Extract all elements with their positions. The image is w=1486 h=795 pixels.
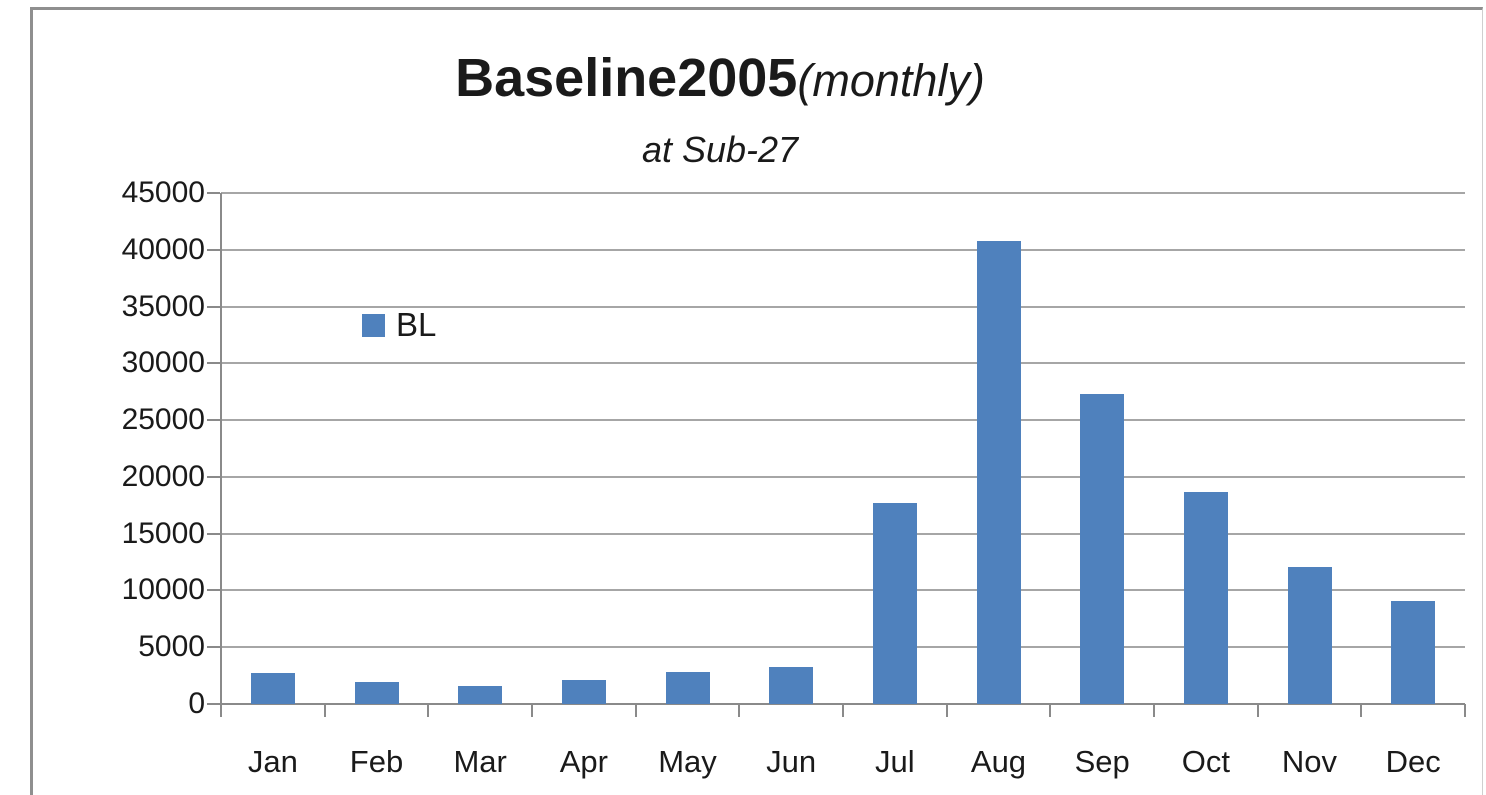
y-axis-line: [220, 193, 222, 717]
x-axis-tick: [427, 704, 430, 717]
y-axis-tick: [207, 362, 220, 365]
y-axis-tick: [207, 419, 220, 422]
y-axis-label: 40000: [121, 232, 205, 266]
bar-mar: [458, 685, 503, 704]
x-axis-label-aug: Aug: [970, 744, 1027, 779]
legend-series-label: BL: [396, 306, 437, 343]
x-axis-tick: [1464, 704, 1466, 717]
y-axis-tick: [207, 475, 220, 478]
y-axis-tick: [207, 646, 220, 649]
bar-sep: [1080, 393, 1125, 704]
x-axis-tick: [634, 704, 637, 717]
bar-oct: [1183, 491, 1228, 704]
x-axis-label-oct: Oct: [1181, 744, 1230, 779]
bar-jun: [769, 666, 814, 704]
chart-subtitle: at Sub-27: [641, 129, 799, 170]
gridline-45000: [221, 192, 1465, 194]
gridline-20000: [221, 475, 1465, 478]
bar-apr: [561, 680, 606, 704]
y-axis-tick: [207, 532, 220, 535]
y-axis-label: 0: [188, 687, 205, 720]
legend: BL: [362, 308, 436, 342]
x-axis-label-jan: Jan: [247, 744, 298, 779]
bar-jul: [872, 503, 917, 704]
x-axis-tick: [1153, 704, 1155, 717]
bar-may: [665, 672, 710, 704]
y-axis-tick: [207, 305, 220, 308]
x-axis-label-feb: Feb: [349, 744, 404, 779]
y-axis-label: 5000: [138, 630, 205, 664]
x-axis-label-dec: Dec: [1385, 744, 1441, 779]
x-axis-tick: [220, 704, 222, 717]
x-axis-tick: [1049, 704, 1052, 717]
x-axis-tick: [1256, 704, 1259, 717]
x-axis-label-apr: Apr: [559, 744, 608, 779]
y-axis-label: 25000: [121, 403, 205, 437]
gridline-35000: [221, 305, 1465, 308]
x-axis-tick: [1360, 704, 1363, 717]
y-axis-tick: [207, 248, 220, 251]
x-axis-tick: [738, 704, 741, 717]
gridline-30000: [221, 362, 1465, 365]
gridline-5000: [221, 646, 1465, 649]
x-axis-label-mar: Mar: [453, 744, 507, 779]
chart-frame-border: [30, 7, 1483, 795]
x-axis-label-jun: Jun: [766, 744, 817, 779]
x-axis-label-nov: Nov: [1281, 744, 1338, 779]
y-axis-label: 10000: [121, 573, 205, 607]
x-axis-tick: [945, 704, 948, 717]
y-axis-label: 15000: [121, 516, 205, 550]
gridline-40000: [221, 248, 1465, 251]
x-axis-tick: [323, 704, 326, 717]
bar-jan: [250, 673, 295, 704]
x-axis-label-jul: Jul: [875, 744, 915, 779]
y-axis-label: 45000: [121, 176, 205, 209]
bar-dec: [1391, 600, 1436, 704]
gridline-25000: [221, 419, 1465, 422]
x-axis-label-sep: Sep: [1074, 744, 1130, 779]
y-axis-tick: [207, 192, 220, 194]
y-axis-label: 30000: [121, 346, 205, 380]
y-axis-tick: [207, 589, 220, 592]
bar-aug: [976, 240, 1021, 704]
chart-title: Baseline2005(monthly): [100, 46, 1340, 124]
gridline-15000: [221, 532, 1465, 535]
y-axis-label: 35000: [121, 289, 205, 323]
x-axis-tick: [531, 704, 533, 717]
chart-title-main: Baseline2005: [455, 48, 798, 108]
y-axis-tick: [207, 703, 220, 705]
chart-title-qualifier: (monthly): [797, 55, 985, 106]
gridline-10000: [221, 589, 1465, 592]
bar-nov: [1287, 566, 1332, 704]
x-axis-label-may: May: [658, 744, 717, 779]
x-axis-tick: [842, 704, 844, 717]
y-axis-label: 20000: [121, 459, 205, 493]
bar-feb: [354, 682, 399, 704]
legend-swatch-icon: [362, 313, 385, 337]
